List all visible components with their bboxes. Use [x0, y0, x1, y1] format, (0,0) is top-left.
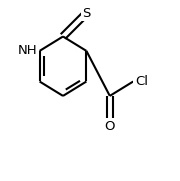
Text: Cl: Cl	[135, 75, 148, 88]
Text: NH: NH	[18, 44, 38, 57]
Text: S: S	[82, 7, 91, 20]
Text: O: O	[105, 120, 115, 133]
